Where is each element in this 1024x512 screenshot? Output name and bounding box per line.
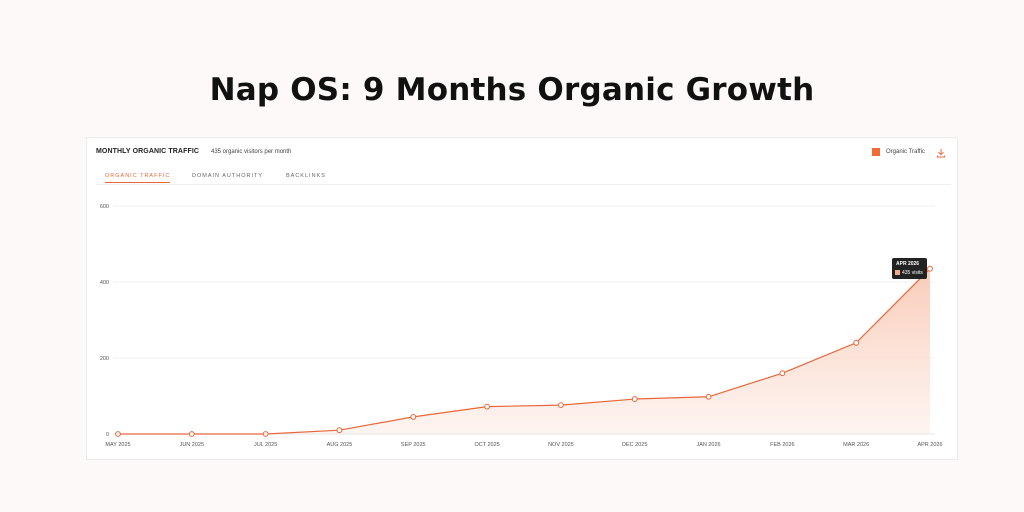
tooltip-swatch	[895, 270, 900, 275]
card-subtitle: 435 organic visitors per month	[211, 149, 292, 155]
x-tick-label: SEP 2025	[401, 442, 426, 448]
chart-plot: 0 200 400 600 MAY 2025 JUN 2025 JUL 2025 AUG 20…	[100, 204, 943, 448]
x-tick-label: MAY 2025	[105, 442, 130, 448]
series-area	[118, 268, 930, 434]
tab-organic-traffic[interactable]: ORGANIC TRAFFIC	[105, 173, 171, 183]
y-tick-label: 200	[100, 356, 109, 362]
y-tick-label: 400	[100, 280, 109, 286]
x-tick-label: APR 2026	[917, 442, 942, 448]
data-point	[853, 339, 860, 346]
x-tick-label: JAN 2026	[696, 442, 720, 448]
data-point	[558, 402, 564, 409]
data-point	[484, 403, 490, 410]
data-point	[115, 431, 121, 437]
x-tick-label: DEC 2025	[622, 442, 647, 448]
tab-backlinks[interactable]: BACKLINKS	[286, 173, 326, 179]
chart-tooltip: APR 2026 435 visits	[892, 258, 927, 279]
x-tick-label: JUN 2025	[180, 442, 204, 448]
tab-domain-authority[interactable]: DOMAIN AUTHORITY	[192, 173, 264, 179]
tab-bar: ORGANIC TRAFFIC DOMAIN AUTHORITY BACKLIN…	[96, 173, 951, 185]
y-tick-label: 0	[106, 432, 109, 438]
x-tick-label: NOV 2025	[548, 442, 574, 448]
data-point	[188, 431, 195, 437]
tooltip-value: 435 visits	[902, 270, 923, 276]
x-tick-label: JUL 2025	[254, 442, 277, 448]
data-point	[262, 431, 269, 437]
legend[interactable]: Organic Traffic	[872, 148, 925, 156]
x-tick-label: AUG 2025	[327, 442, 353, 448]
page-title: Nap OS: 9 Months Organic Growth	[209, 72, 815, 108]
data-point	[336, 427, 343, 434]
data-point	[705, 393, 712, 400]
x-tick-label: OCT 2025	[474, 442, 499, 448]
tooltip-title: APR 2026	[896, 261, 920, 267]
series-line	[118, 268, 931, 435]
download-icon[interactable]	[935, 146, 947, 158]
data-point	[631, 396, 638, 402]
y-tick-label: 600	[100, 204, 109, 210]
data-point	[779, 370, 786, 377]
legend-label: Organic Traffic	[886, 149, 925, 155]
download-icon-glyph	[937, 149, 945, 158]
chart-card: 0 200 400 600 MAY 2025 JUN 2025 JUL 2025 AUG 20…	[86, 137, 958, 460]
x-tick-label: FEB 2026	[770, 442, 794, 448]
data-point	[927, 265, 933, 272]
card-title: MONTHLY ORGANIC TRAFFIC	[96, 148, 200, 155]
x-tick-label: MAR 2026	[843, 442, 869, 448]
legend-swatch	[872, 148, 880, 156]
data-point	[410, 414, 417, 420]
